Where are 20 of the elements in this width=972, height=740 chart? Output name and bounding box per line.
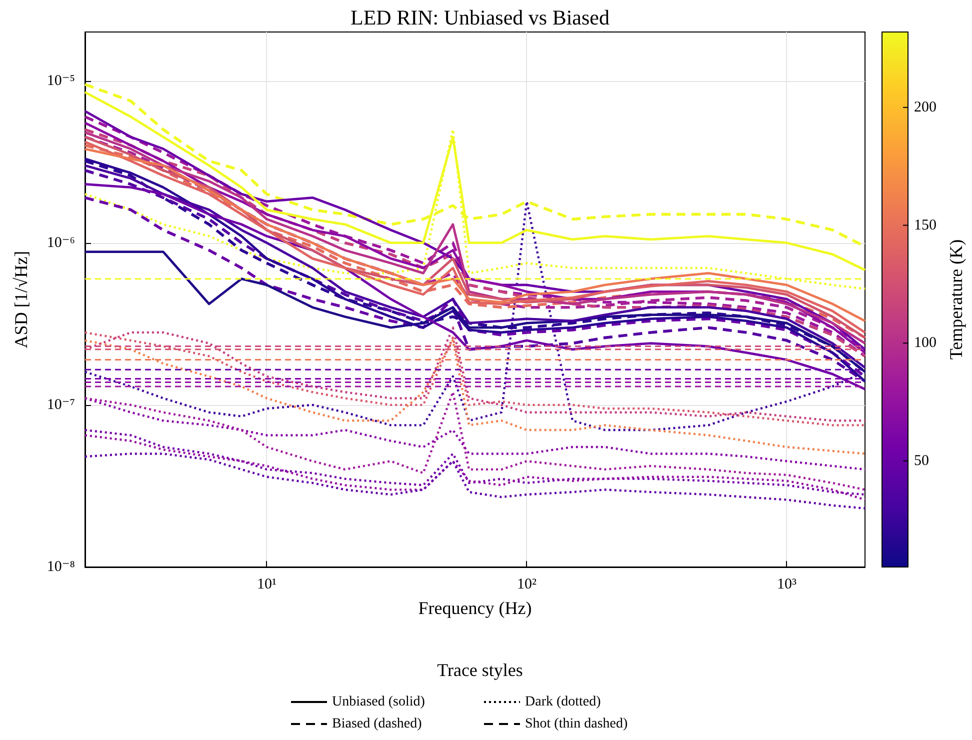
- y-axis-title: ASD [1/√Hz]: [11, 250, 31, 348]
- legend-label: Shot (thin dashed): [525, 716, 628, 732]
- color-bar-label: 200: [914, 99, 936, 116]
- color-bar-title: Temperature (K): [946, 239, 966, 360]
- legend-label: Dark (dotted): [525, 694, 602, 710]
- x-tick-label: 10³: [776, 576, 797, 592]
- legend-label: Biased (dashed): [332, 716, 422, 732]
- x-axis-title: Frequency (Hz): [418, 598, 532, 618]
- legend-title: Trace styles: [437, 660, 523, 680]
- x-tick-label: 10¹: [256, 576, 276, 592]
- color-bar-label: 150: [914, 217, 936, 234]
- chart-title: LED RIN: Unbiased vs Biased: [350, 6, 610, 30]
- y-tick-label: 10⁻⁷: [46, 396, 75, 413]
- legend-label: Unbiased (solid): [332, 694, 426, 710]
- y-tick-label: 10⁻⁵: [46, 72, 75, 89]
- color-bar-label: 100: [914, 335, 936, 352]
- y-tick-label: 10⁻⁸: [46, 559, 75, 575]
- x-tick-label: 10²: [516, 576, 537, 592]
- y-tick-label: 10⁻⁶: [46, 234, 75, 251]
- color-bar-label: 50: [914, 452, 929, 469]
